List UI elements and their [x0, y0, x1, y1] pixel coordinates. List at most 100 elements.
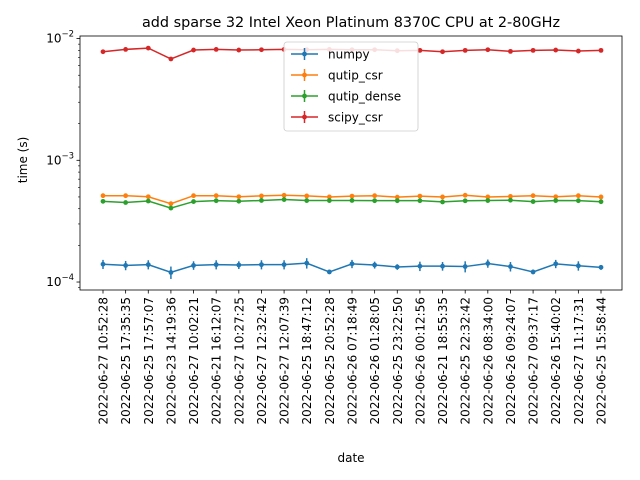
x-tick-label: 2022-06-26 00:12:56	[413, 297, 427, 424]
data-point	[462, 198, 468, 204]
x-tick-label: 2022-06-27 10:52:28	[97, 297, 111, 424]
data-point	[281, 192, 287, 198]
data-point	[530, 199, 536, 204]
x-tick-label: 2022-06-23 14:19:36	[164, 297, 178, 424]
legend-swatch-marker	[302, 114, 307, 120]
x-tick-labels: 2022-06-27 10:52:28 2022-06-25 17:35:35 20…	[97, 297, 609, 424]
data-point	[508, 264, 513, 269]
y-tick-label-exponent: −2	[61, 30, 74, 40]
data-point	[259, 47, 264, 53]
x-tick-label: 2022-06-26 09:24:07	[504, 297, 518, 424]
data-point	[485, 198, 491, 203]
y-tick-label: 10−4	[46, 273, 74, 289]
data-point	[417, 263, 423, 269]
y-tick-labels: 10−410−310−2	[46, 30, 74, 289]
y-tick-label-base: 10	[46, 32, 61, 46]
data-point	[462, 192, 468, 198]
y-tick-label-base: 10	[46, 153, 61, 167]
x-tick-label: 2022-06-25 18:47:12	[300, 297, 314, 424]
x-tick-label: 2022-06-25 15:58:44	[595, 297, 609, 424]
data-point	[145, 194, 151, 200]
x-tick-label: 2022-06-26 15:40:02	[549, 297, 563, 424]
data-point	[394, 264, 400, 270]
x-tick-label: 2022-06-27 09:37:17	[527, 297, 541, 424]
data-point	[508, 194, 513, 199]
data-point	[530, 47, 536, 53]
data-point	[575, 198, 581, 204]
x-tick-label: 2022-06-27 11:17:31	[572, 297, 586, 424]
data-point	[553, 198, 559, 203]
x-tick-label: 2022-06-25 22:32:42	[459, 297, 473, 424]
data-point	[100, 261, 106, 267]
data-point	[372, 193, 378, 199]
data-point	[326, 269, 332, 275]
data-point	[191, 193, 196, 199]
x-tick-label: 2022-06-21 18:55:35	[436, 297, 450, 424]
data-point	[508, 197, 513, 203]
data-point	[598, 194, 604, 200]
data-point	[349, 198, 355, 203]
data-point	[394, 194, 400, 200]
data-point	[462, 47, 468, 53]
data-point	[440, 194, 445, 200]
data-point	[530, 193, 536, 199]
data-point	[236, 194, 242, 200]
legend-swatch-marker	[302, 93, 307, 99]
legend-swatch-marker	[302, 51, 307, 57]
y-axis-label: time (s)	[16, 137, 30, 184]
data-point	[485, 261, 491, 266]
x-axis-label: date	[337, 451, 364, 465]
x-tick-label: 2022-06-26 07:18:49	[346, 297, 360, 424]
data-point	[394, 198, 400, 204]
data-point	[100, 198, 106, 204]
data-point	[417, 47, 423, 53]
legend-swatch-marker	[302, 72, 307, 78]
axes-spines	[79, 35, 623, 291]
x-tick-label: 2022-06-27 12:32:42	[255, 297, 269, 424]
data-point	[236, 262, 242, 268]
data-point	[123, 200, 129, 205]
chart-title: add sparse 32 Intel Xeon Platinum 8370C …	[142, 15, 560, 31]
data-point	[508, 48, 513, 54]
data-point	[259, 262, 264, 268]
data-point	[168, 201, 174, 207]
legend: numpy qutip_csr qutip_dense scipy_csr	[283, 41, 419, 132]
data-point	[145, 45, 151, 51]
x-tick-label: 2022-06-25 17:57:07	[142, 297, 156, 424]
y-tick-label: 10−2	[46, 30, 74, 46]
data-point	[259, 198, 264, 203]
data-point	[553, 194, 559, 200]
y-tick-label: 10−3	[46, 151, 74, 167]
data-point	[304, 260, 310, 266]
data-point	[213, 193, 219, 199]
data-point	[213, 46, 219, 52]
data-point	[553, 261, 559, 267]
data-point	[236, 47, 242, 53]
data-point	[326, 194, 332, 200]
y-tick-label-base: 10	[46, 275, 61, 289]
data-point	[168, 205, 174, 211]
x-tick-label: 2022-06-27 10:27:25	[232, 297, 246, 424]
data-point	[598, 47, 604, 53]
data-point	[100, 193, 106, 199]
data-point	[145, 262, 151, 268]
x-tick-label: 2022-06-25 17:35:35	[119, 297, 133, 424]
series-qutip_dense	[100, 197, 604, 211]
data-point	[236, 198, 242, 204]
x-tick-label: 2022-06-27 10:02:21	[187, 297, 201, 424]
data-point	[168, 269, 174, 275]
data-point	[326, 198, 332, 203]
data-point	[598, 199, 604, 205]
series-qutip_csr	[100, 192, 604, 207]
y-tick-label-exponent: −3	[61, 151, 74, 161]
x-tick-label: 2022-06-25 20:52:28	[323, 297, 337, 424]
data-point	[100, 49, 106, 55]
data-point	[417, 198, 423, 204]
data-point	[168, 56, 174, 62]
data-point	[191, 262, 196, 268]
data-point	[575, 193, 581, 199]
data-point	[485, 194, 491, 200]
data-point	[213, 262, 219, 268]
data-point	[281, 262, 287, 268]
legend-box	[283, 41, 419, 132]
